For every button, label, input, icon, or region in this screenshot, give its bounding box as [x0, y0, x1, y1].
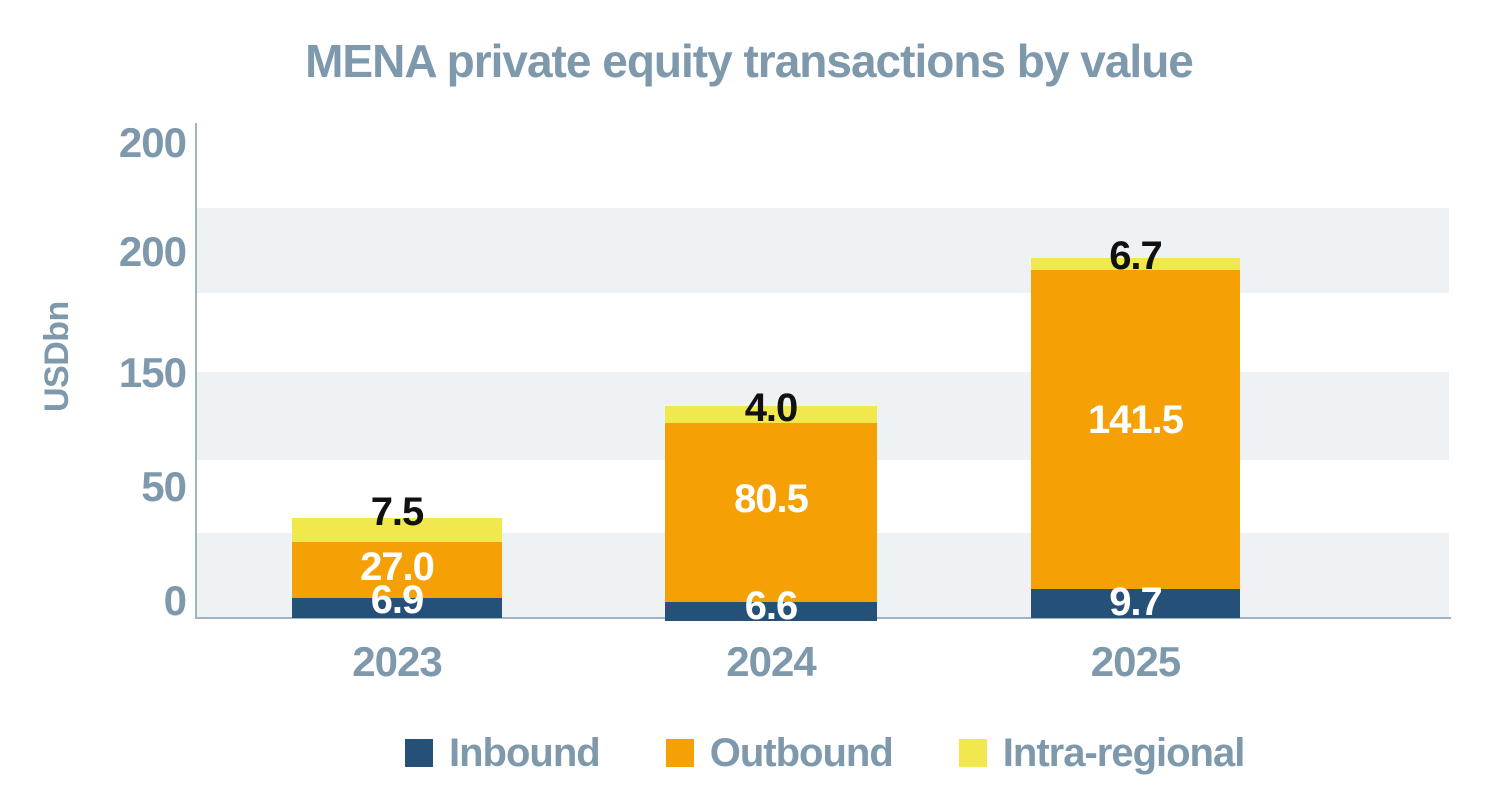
legend: Inbound Outbound Intra-regional: [405, 731, 1246, 775]
outbound-swatch-icon: [665, 739, 694, 767]
segment-inbound-2025: [1031, 589, 1240, 618]
y-tick-label: 200: [118, 228, 187, 275]
bar-2025: 6.7 141.5 9.7 2025: [1031, 0, 1240, 790]
legend-item-intra-regional: Intra-regional: [958, 731, 1246, 775]
value-label-outbound-2023: 27.0: [360, 545, 435, 589]
y-tick-label: 50: [141, 463, 187, 510]
segment-inbound-2023: [292, 598, 502, 618]
legend-label-intra-regional: Intra-regional: [1002, 731, 1246, 775]
legend-label-inbound: Inbound: [449, 731, 601, 775]
value-label-inbound-2023: 6.9: [370, 578, 425, 622]
segment-intra-regional-2023: [292, 518, 502, 542]
y-tick-label: 0: [163, 577, 187, 624]
bar-2023: 7.5 27.0 6.9 2023: [292, 0, 502, 790]
segment-outbound-2023: [292, 542, 502, 598]
segment-outbound-2025: [1031, 270, 1240, 589]
value-label-intra-regional-2023: 7.5: [370, 490, 425, 534]
value-label-outbound-2025: 141.5: [1087, 398, 1184, 442]
legend-item-outbound: Outbound: [665, 731, 894, 775]
value-label-intra-regional-2024: 4.0: [744, 386, 799, 430]
y-tick-label: 200: [118, 119, 187, 166]
legend-label-outbound: Outbound: [709, 731, 894, 775]
plot-band: [197, 293, 1449, 372]
x-tick-label-2023: 2023: [352, 638, 442, 685]
inbound-swatch-icon: [405, 739, 433, 767]
segment-inbound-2024: [665, 602, 877, 621]
bar-2024: 4.0 80.5 6.6 2024: [665, 0, 877, 790]
y-axis-line: [195, 123, 197, 618]
plot-band: [197, 123, 1449, 208]
value-label-outbound-2024: 80.5: [734, 477, 809, 521]
x-tick-label-2024: 2024: [726, 638, 816, 685]
value-label-intra-regional-2025: 6.7: [1109, 234, 1163, 278]
segment-intra-regional-2024: [665, 406, 877, 423]
legend-item-inbound: Inbound: [405, 731, 601, 775]
x-tick-label-2025: 2025: [1090, 638, 1181, 685]
chart-title: MENA private equity transactions by valu…: [305, 35, 1194, 87]
segment-intra-regional-2025: [1031, 258, 1240, 270]
value-label-inbound-2024: 6.6: [744, 584, 799, 628]
plot-band: [197, 208, 1449, 293]
intra-regional-swatch-icon: [958, 739, 987, 767]
segment-outbound-2024: [665, 423, 877, 602]
value-label-inbound-2025: 9.7: [1109, 580, 1163, 624]
y-tick-label: 150: [118, 349, 187, 396]
